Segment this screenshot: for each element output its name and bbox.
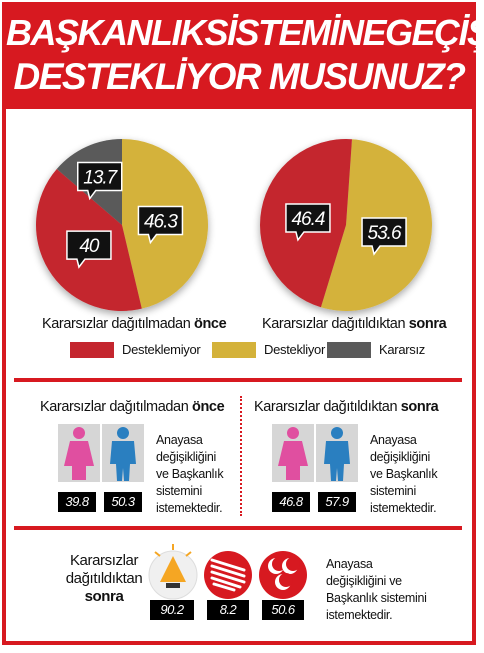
chp-six-arrows-icon bbox=[204, 551, 252, 599]
divider-1 bbox=[14, 378, 462, 382]
divider-2 bbox=[14, 526, 462, 530]
male-icon bbox=[324, 427, 350, 481]
gender-note-before: Anayasa değişikliğini ve Başkanlık siste… bbox=[156, 433, 224, 515]
gender-title-before: Kararsızlar dağıtılmadan önce bbox=[40, 399, 225, 415]
legend-label: Desteklemiyor bbox=[122, 342, 201, 357]
female-value-before: 39.8 bbox=[58, 492, 96, 512]
female-icon bbox=[278, 427, 308, 480]
gender-title-after: Kararsızlar dağıtıldıktan sonra bbox=[254, 399, 439, 415]
pie-value-label: 13.7 bbox=[77, 161, 123, 201]
pie-value-label: 40 bbox=[66, 230, 112, 269]
legend-swatch bbox=[212, 342, 256, 358]
pie-value-text: 46.4 bbox=[291, 209, 324, 230]
pie-value-text: 46.3 bbox=[144, 212, 178, 233]
female-tile-before bbox=[58, 424, 100, 482]
title-line-2: DESTEKLİYOR MUSUNUZ? bbox=[13, 56, 467, 97]
pie-charts: 46.3 40 13.7 53.6 46.4 bbox=[36, 139, 433, 311]
gender-note-after: Anayasa değişikliğini ve Başkanlık siste… bbox=[370, 433, 438, 515]
akp-value: 90.2 bbox=[150, 600, 194, 620]
legend-swatch bbox=[327, 342, 371, 358]
legend-swatch bbox=[70, 342, 114, 358]
male-value-before: 50.3 bbox=[104, 492, 142, 512]
pie-value-text: 40 bbox=[79, 236, 100, 257]
male-tile-after bbox=[316, 424, 358, 482]
dotted-divider bbox=[240, 396, 242, 516]
pie-caption-before: Kararsızlar dağıtılmadan önce bbox=[42, 316, 227, 332]
male-value-after: 57.9 bbox=[318, 492, 356, 512]
pie-value-label: 46.3 bbox=[137, 205, 184, 245]
chp-value: 8.2 bbox=[207, 600, 249, 620]
female-icon bbox=[64, 427, 94, 480]
male-icon bbox=[110, 427, 136, 481]
pie-labels: 46.3 40 13.7 53.6 46.4 bbox=[66, 161, 407, 269]
party-section-label: Kararsızlar dağıtıldıktan sonra bbox=[65, 552, 143, 605]
party-icons bbox=[148, 544, 307, 600]
pie-value-text: 13.7 bbox=[83, 168, 118, 189]
pie-caption-after: Kararsızlar dağıtıldıktan sonra bbox=[262, 316, 447, 332]
title-line-1: BAŞKANLIKSİSTEMİNEGEÇİŞİ bbox=[6, 12, 484, 53]
pie-value-label: 46.4 bbox=[285, 203, 331, 242]
pie-value-text: 53.6 bbox=[368, 223, 402, 244]
legend-label: Kararsız bbox=[379, 342, 426, 357]
lightbulb-icon bbox=[148, 544, 198, 600]
mhp-crescents-icon bbox=[259, 551, 307, 599]
party-note: Anayasa değişikliğini ve Başkanlık siste… bbox=[326, 557, 427, 622]
male-tile-before bbox=[102, 424, 144, 482]
pie-value-label: 53.6 bbox=[361, 217, 407, 256]
title-bar: BAŞKANLIKSİSTEMİNEGEÇİŞİ DESTEKLİYOR MUS… bbox=[6, 6, 484, 109]
mhp-value: 50.6 bbox=[262, 600, 304, 620]
legend-label: Destekliyor bbox=[264, 342, 325, 357]
female-tile-after bbox=[272, 424, 314, 482]
female-value-after: 46.8 bbox=[272, 492, 310, 512]
